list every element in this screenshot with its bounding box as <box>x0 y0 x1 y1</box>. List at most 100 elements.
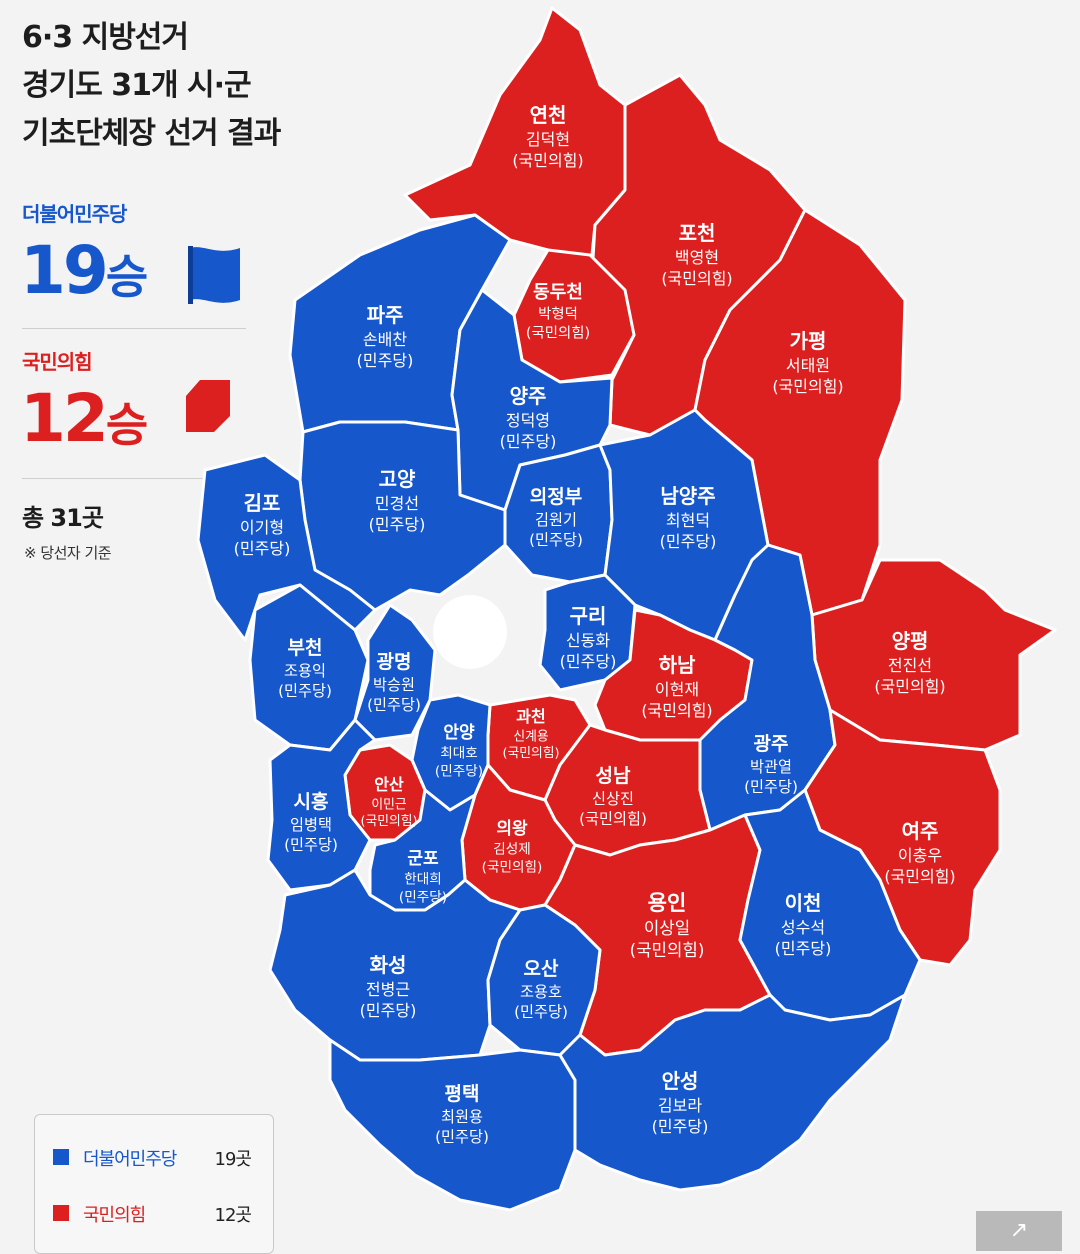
region-name: 성남 <box>596 765 631 787</box>
region-name: 하남 <box>659 653 696 677</box>
region-party: (국민의힘) <box>874 677 945 696</box>
region-party: (국민의힘) <box>630 940 705 960</box>
legend-count-democratic: 19곳 <box>214 1149 252 1170</box>
region-winner: 조용호 <box>520 983 562 1001</box>
region-name: 화성 <box>370 953 407 977</box>
region-winner: 김덕현 <box>526 130 570 149</box>
region-shape-gimpo[interactable] <box>196 453 377 642</box>
region-party: (국민의힘) <box>884 867 955 886</box>
region-party: (민주당) <box>435 763 483 779</box>
legend-box: 더불어민주당 19곳 국민의힘 12곳 <box>34 1114 274 1254</box>
democratic-score: 19승 <box>20 238 148 304</box>
region-winner: 신상진 <box>592 790 634 808</box>
region-name: 동두천 <box>533 282 583 303</box>
title-line-2: 경기도 31개 시·군 <box>22 68 252 103</box>
region-winner: 이충우 <box>898 846 942 865</box>
region-name: 가평 <box>790 329 827 353</box>
region-winner: 서태원 <box>786 356 830 375</box>
democratic-flag-icon <box>188 246 240 304</box>
region-party: (민주당) <box>367 696 421 714</box>
region-party: (민주당) <box>360 1001 417 1020</box>
region-party: (국민의힘) <box>641 701 712 720</box>
region-shape-gwangmyeong[interactable] <box>353 603 437 742</box>
region-name: 오산 <box>524 958 559 980</box>
region-name: 안성 <box>662 1069 699 1093</box>
region-name: 군포 <box>407 849 439 869</box>
expand-button[interactable]: ↗ <box>976 1211 1062 1251</box>
region-winner: 박관열 <box>750 758 792 776</box>
ppp-party-name: 국민의힘 <box>22 350 93 374</box>
region-winner: 김원기 <box>535 511 577 529</box>
region-winner: 최원용 <box>441 1108 483 1126</box>
ppp-shape-icon <box>186 380 230 432</box>
region-party: (국민의힘) <box>661 269 732 288</box>
region-name: 여주 <box>902 819 939 843</box>
seoul-hole <box>433 595 507 669</box>
region-name: 광주 <box>754 733 789 755</box>
region-name: 포천 <box>679 221 716 245</box>
legend-count-ppp: 12곳 <box>214 1205 252 1226</box>
ppp-score: 12승 <box>20 386 148 452</box>
region-winner: 이민근 <box>371 797 407 812</box>
region-name: 부천 <box>288 637 323 659</box>
region-party: (민주당) <box>399 889 447 905</box>
region-party: (민주당) <box>744 778 798 796</box>
region-winner: 임병택 <box>290 816 332 834</box>
region-name: 용인 <box>648 891 687 915</box>
region-party: (민주당) <box>234 539 291 558</box>
region-winner: 백영현 <box>675 248 719 267</box>
region-winner: 김성제 <box>493 842 531 858</box>
region-name: 남양주 <box>660 484 715 508</box>
region-party: (국민의힘) <box>360 814 417 829</box>
region-winner: 최현덕 <box>666 511 710 530</box>
region-winner: 신동화 <box>566 631 610 650</box>
region-name: 양주 <box>510 384 547 408</box>
region-shape-pyeongtaek[interactable] <box>328 1038 577 1212</box>
region-shape-anseong[interactable] <box>558 993 907 1192</box>
region-party: (민주당) <box>529 531 583 549</box>
region-name: 구리 <box>570 604 607 628</box>
region-winner: 조용익 <box>284 662 326 680</box>
region-name: 이천 <box>785 891 822 915</box>
region-shape-siheung[interactable] <box>266 718 377 892</box>
total-count: 총 31곳 <box>22 504 104 532</box>
region-party: (민주당) <box>500 432 557 451</box>
region-party: (민주당) <box>357 351 414 370</box>
region-winner: 이기형 <box>240 518 284 537</box>
region-winner: 최대호 <box>440 746 478 762</box>
region-party: (민주당) <box>369 515 426 534</box>
region-winner: 전병근 <box>366 980 410 999</box>
legend-swatch-democratic <box>53 1149 69 1165</box>
region-party: (민주당) <box>652 1117 709 1136</box>
region-name: 광명 <box>377 651 412 673</box>
region-name: 고양 <box>379 467 416 491</box>
region-party: (민주당) <box>278 682 332 700</box>
region-name: 과천 <box>516 707 545 726</box>
region-name: 안양 <box>443 723 475 743</box>
region-name: 의왕 <box>496 819 528 839</box>
region-party: (국민의힘) <box>512 151 583 170</box>
region-party: (국민의힘) <box>482 859 543 875</box>
region-name: 김포 <box>244 491 281 515</box>
